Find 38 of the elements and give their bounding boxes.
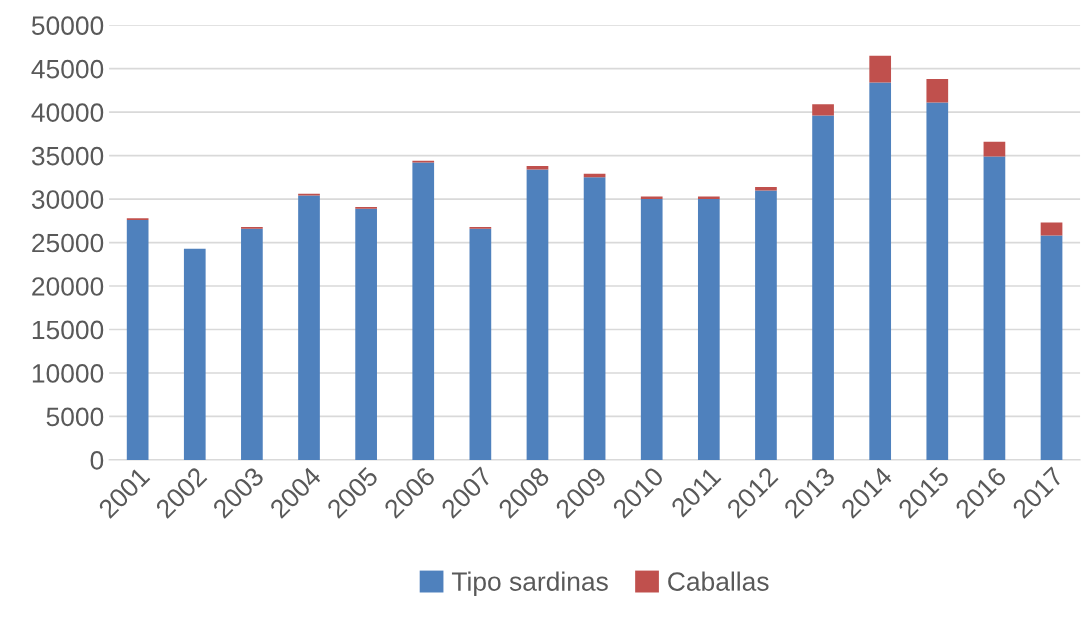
bar <box>469 228 492 460</box>
bar <box>355 208 377 460</box>
y-tick-label: 5000 <box>46 407 104 427</box>
bar <box>983 156 1006 460</box>
y-tick-label: 20000 <box>32 277 104 296</box>
legend-label: Caballas <box>668 571 769 591</box>
bar <box>926 102 949 460</box>
y-tick-label: 45000 <box>31 59 104 79</box>
bar <box>640 199 663 460</box>
y-tick-label: 10000 <box>32 364 104 383</box>
bar <box>640 196 663 200</box>
legend-label: Tipo sardinas <box>451 571 608 597</box>
y-tick-label: 35000 <box>31 146 104 166</box>
bar <box>983 141 1006 157</box>
bar <box>241 228 263 460</box>
bar <box>869 82 892 460</box>
bar <box>812 115 834 460</box>
bar <box>526 166 549 170</box>
bar <box>697 199 720 460</box>
y-tick-label: 0 <box>90 451 104 470</box>
bar <box>298 195 320 460</box>
bar <box>183 248 206 460</box>
bar <box>1040 235 1063 460</box>
y-tick-label: 25000 <box>32 233 104 253</box>
bar <box>926 79 949 103</box>
bar <box>755 190 777 460</box>
y-tick-label: 15000 <box>32 320 104 340</box>
y-tick-label: 40000 <box>31 103 104 122</box>
bar <box>126 219 149 460</box>
bar <box>697 196 720 200</box>
bar <box>869 55 892 83</box>
bar <box>526 169 549 460</box>
y-tick-label: 50000 <box>31 16 104 36</box>
bar <box>1040 222 1063 236</box>
y-tick-label: 30000 <box>31 190 104 209</box>
bar <box>812 104 834 116</box>
bar <box>412 162 435 460</box>
bar <box>583 177 606 460</box>
